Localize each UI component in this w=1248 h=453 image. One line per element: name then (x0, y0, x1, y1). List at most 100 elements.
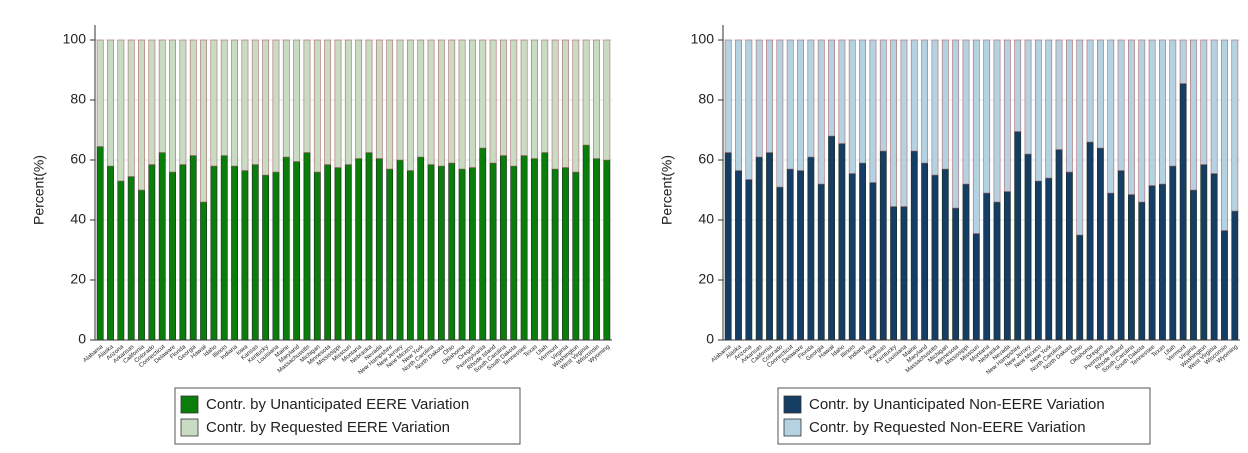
bar-segment (231, 165, 238, 341)
bar-segment (1231, 39, 1239, 212)
legend-swatch (783, 418, 802, 437)
bar-segment (755, 156, 763, 341)
bar-segment (272, 171, 280, 341)
bar-segment (869, 39, 877, 183)
bar-segment (931, 39, 939, 176)
bar-segment (96, 39, 104, 147)
bar-segment (900, 39, 908, 207)
bar-segment (220, 39, 228, 156)
bar-segment (313, 39, 321, 173)
bar-segment (541, 152, 549, 341)
bar-segment (952, 39, 960, 209)
bar-segment (572, 171, 580, 341)
bar-segment (1210, 39, 1218, 174)
bar-segment (572, 39, 580, 173)
bar-segment (1097, 39, 1104, 149)
bar-segment (910, 150, 918, 341)
bar-segment (1200, 164, 1208, 341)
legend-label: Contr. by Requested Non-EERE Variation (809, 419, 1086, 436)
bar-segment (406, 170, 414, 341)
bar-segment (941, 39, 949, 170)
bar-segment (859, 162, 866, 341)
bar-segment (406, 39, 414, 171)
bar-segment (500, 155, 507, 341)
bar-segment (417, 39, 425, 158)
bar-segment (1221, 230, 1228, 341)
y-tick-label: 0 (78, 331, 86, 347)
bar-segment (983, 192, 991, 341)
bar-segment (972, 39, 980, 234)
bar-segment (972, 233, 980, 341)
bar-segment (520, 39, 528, 156)
bar-segment (551, 39, 559, 170)
bar-segment (1179, 39, 1187, 84)
bar-segment (344, 39, 352, 165)
bar-segment (189, 39, 197, 156)
bar-segment (1065, 171, 1073, 341)
bar-segment (251, 39, 259, 165)
bar-segment (469, 39, 476, 168)
bar-segment (1128, 39, 1135, 195)
y-tick-label: 80 (698, 91, 714, 107)
bar-segment (334, 167, 342, 341)
bar-segment (469, 167, 476, 341)
y-tick-label: 60 (70, 151, 86, 167)
bar-segment (127, 39, 135, 177)
bar-segment (724, 39, 732, 153)
bar-segment (1138, 39, 1146, 203)
bar-segment (838, 143, 846, 341)
bar-segment (962, 39, 970, 185)
bar-segment (952, 207, 960, 341)
bar-segment (282, 156, 290, 341)
legend-swatch (783, 395, 802, 414)
bar-segment (293, 39, 301, 162)
bar-segment (448, 162, 456, 341)
bar-segment (179, 39, 187, 165)
y-tick-label: 40 (698, 211, 714, 227)
bar-segment (1014, 131, 1022, 341)
bar-segment (735, 170, 742, 341)
bar-segment (807, 39, 815, 158)
bar-segment (520, 155, 528, 341)
bar-segment (1014, 39, 1022, 132)
bar-segment (562, 39, 569, 168)
bar-segment (869, 182, 877, 341)
bar-segment (489, 162, 497, 341)
bar-segment (776, 39, 784, 188)
bar-segment (828, 135, 835, 341)
bar-segment (375, 39, 383, 159)
bar-segment (1034, 180, 1042, 341)
bar-segment (1138, 201, 1146, 341)
bar-segment (1097, 147, 1104, 341)
bar-segment (437, 165, 445, 341)
bar-segment (582, 144, 590, 341)
bar-segment (921, 39, 929, 164)
legend-box (777, 387, 1151, 445)
bar-segment (510, 165, 518, 341)
bar-segment (179, 164, 187, 341)
bar-segment (510, 39, 518, 167)
bar-segment (355, 158, 363, 341)
bar-segment (158, 152, 166, 341)
bar-segment (807, 156, 815, 341)
bar-segment (1076, 39, 1084, 236)
bar-segment (272, 39, 280, 173)
bar-segment (541, 39, 549, 153)
bar-segment (293, 161, 301, 341)
legend-label: Contr. by Unanticipated Non-EERE Variati… (809, 396, 1105, 413)
bar-segment (324, 39, 332, 165)
bar-segment (786, 39, 794, 170)
bar-segment (828, 39, 835, 137)
bar-segment (1086, 39, 1094, 143)
bar-segment (879, 150, 887, 341)
bar-segment (200, 39, 207, 203)
bar-segment (448, 39, 456, 164)
bar-segment (848, 39, 856, 174)
bar-segment (200, 201, 207, 341)
bar-segment (1190, 189, 1197, 341)
bar-segment (593, 39, 600, 159)
bar-segment (427, 39, 435, 165)
bar-segment (593, 158, 600, 341)
bar-segment (355, 39, 363, 159)
bar-segment (1034, 39, 1042, 182)
